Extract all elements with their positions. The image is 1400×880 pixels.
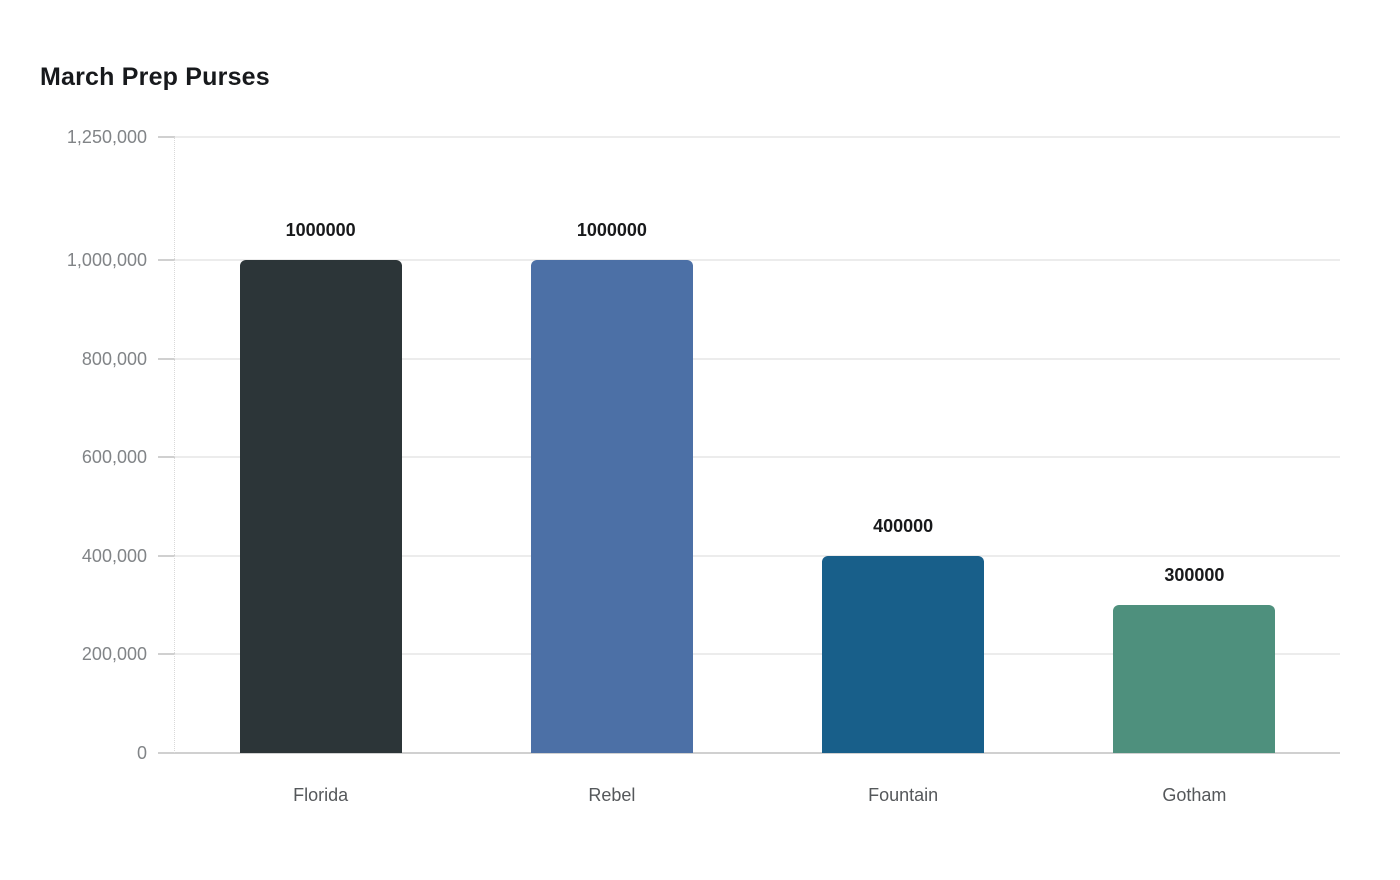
y-axis-tick-label: 600,000 xyxy=(81,447,147,468)
gridline xyxy=(175,357,1340,360)
y-axis-tick xyxy=(158,357,175,360)
bar-fountain xyxy=(822,555,985,753)
y-axis-tick-label: 1,250,000 xyxy=(66,127,147,147)
bar-value-label: 1000000 xyxy=(576,220,647,241)
y-axis-tick-label: 200,000 xyxy=(81,644,147,665)
y-axis-tick xyxy=(158,653,175,656)
y-axis-tick xyxy=(158,259,175,262)
bar-value-label: 400000 xyxy=(873,515,934,536)
x-axis-label: Rebel xyxy=(588,785,636,805)
bar-value-label: 1000000 xyxy=(285,220,356,241)
x-axis-baseline xyxy=(158,752,1340,754)
x-axis-label: Florida xyxy=(293,785,349,805)
gridline xyxy=(175,259,1340,262)
gridline xyxy=(175,456,1340,459)
plot-area: 0 200,000 400,000 600,000 800,000 1,000,000 1,… xyxy=(67,127,1340,805)
bar-gotham xyxy=(1113,605,1276,753)
gridline xyxy=(175,554,1340,557)
y-axis-tick xyxy=(158,554,175,557)
y-axis-tick xyxy=(158,456,175,459)
gridline xyxy=(175,653,1340,656)
gridline xyxy=(175,136,1340,138)
x-axis-label: Fountain xyxy=(868,785,939,805)
bar-value-label: 300000 xyxy=(1164,565,1225,586)
y-axis-line xyxy=(174,137,175,753)
bar-florida xyxy=(239,260,402,753)
y-axis-tick-label: 800,000 xyxy=(81,348,147,369)
chart-title: March Prep Purses xyxy=(40,63,270,91)
bar-rebel xyxy=(530,260,693,753)
x-axis-label: Gotham xyxy=(1162,785,1227,805)
y-axis-tick-label: 1,000,000 xyxy=(66,250,147,271)
y-axis-tick-label: 0 xyxy=(136,743,147,763)
y-axis-tick xyxy=(158,136,175,138)
y-axis-tick-label: 400,000 xyxy=(81,545,147,566)
